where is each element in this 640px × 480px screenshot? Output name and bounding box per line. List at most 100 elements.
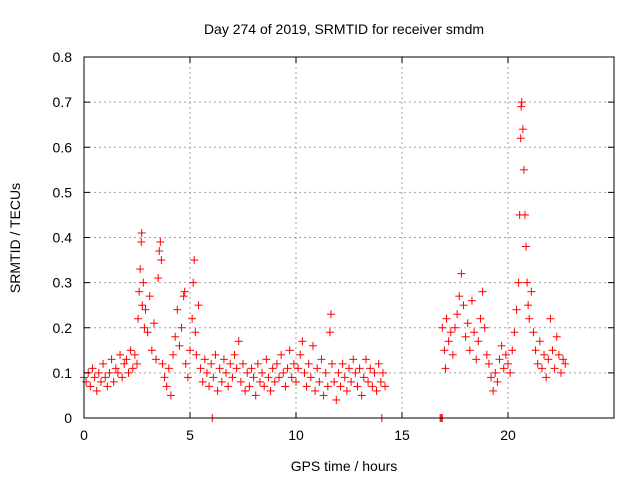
data-point	[268, 364, 277, 373]
data-point	[285, 346, 294, 355]
data-point	[319, 391, 328, 400]
data-point	[522, 242, 531, 251]
data-point	[516, 134, 525, 143]
x-tick-label: 15	[394, 427, 410, 443]
data-point	[137, 228, 146, 237]
data-point	[463, 319, 472, 328]
data-point	[166, 391, 175, 400]
data-point	[283, 364, 292, 373]
data-point	[493, 377, 502, 386]
data-point	[467, 296, 476, 305]
data-point	[138, 301, 147, 310]
data-point	[455, 292, 464, 301]
data-point	[157, 256, 166, 265]
y-axis-label: SRMTID / TECUs	[7, 183, 23, 293]
data-point	[355, 364, 364, 373]
data-point	[557, 368, 565, 377]
data-point	[550, 364, 559, 373]
data-point	[94, 368, 103, 377]
data-point	[140, 323, 149, 332]
data-point	[289, 359, 298, 368]
data-point	[152, 355, 161, 364]
data-point	[338, 359, 347, 368]
data-point	[540, 350, 549, 359]
data-point	[438, 323, 447, 332]
data-point	[499, 364, 508, 373]
data-point	[162, 382, 171, 391]
data-point	[101, 373, 110, 382]
data-point	[181, 359, 190, 368]
data-point	[128, 364, 137, 373]
x-tick-label: 5	[186, 427, 194, 443]
data-point	[196, 364, 205, 373]
data-point	[228, 373, 237, 382]
data-point	[524, 301, 533, 310]
data-point	[194, 301, 203, 310]
data-point	[484, 359, 493, 368]
data-point	[559, 355, 568, 364]
data-point	[357, 391, 366, 400]
data-point	[298, 337, 307, 346]
data-point	[191, 328, 200, 337]
data-point	[124, 368, 133, 377]
data-point	[211, 350, 220, 359]
data-point	[504, 359, 512, 368]
data-point	[461, 332, 470, 341]
data-point	[517, 102, 526, 111]
y-tick-label: 0.4	[53, 230, 73, 246]
data-point	[446, 328, 455, 337]
data-point	[376, 377, 385, 386]
data-point	[173, 305, 182, 314]
data-point	[149, 319, 158, 328]
data-point	[243, 368, 252, 377]
data-point	[143, 328, 152, 337]
data-point	[241, 386, 250, 395]
data-point	[272, 359, 281, 368]
data-point	[330, 377, 339, 386]
data-point	[514, 278, 523, 287]
y-tick-label: 0	[64, 410, 72, 426]
data-point	[183, 373, 192, 382]
data-point	[186, 346, 194, 355]
data-point	[353, 382, 362, 391]
data-point	[137, 238, 146, 247]
data-point	[351, 368, 360, 377]
data-point	[517, 98, 526, 107]
data-point	[370, 368, 379, 377]
data-point	[164, 364, 173, 373]
data-point	[92, 386, 101, 395]
data-point	[141, 305, 150, 314]
data-point	[234, 337, 243, 346]
data-point	[497, 341, 506, 350]
data-point	[300, 368, 309, 377]
data-point	[459, 301, 468, 310]
data-point	[465, 346, 474, 355]
data-point	[219, 355, 228, 364]
data-point	[86, 382, 95, 391]
data-point	[364, 377, 373, 386]
data-point	[561, 359, 570, 368]
data-point	[321, 368, 330, 377]
data-point	[105, 368, 114, 377]
data-point	[262, 355, 271, 364]
data-point	[236, 377, 245, 386]
data-point	[109, 377, 118, 386]
data-point	[145, 292, 154, 301]
data-point	[190, 256, 199, 265]
data-point	[260, 382, 269, 391]
data-point	[275, 373, 284, 382]
x-tick-label: 10	[288, 427, 304, 443]
data-point	[332, 395, 341, 404]
data-point	[277, 350, 286, 359]
data-point	[232, 364, 241, 373]
data-point	[520, 210, 529, 219]
data-point	[155, 247, 164, 256]
data-point	[317, 355, 326, 364]
data-point	[247, 364, 256, 373]
data-point	[230, 350, 239, 359]
data-point	[345, 364, 353, 373]
data-point	[495, 355, 504, 364]
y-tick-label: 0.8	[53, 49, 73, 65]
data-point	[215, 364, 224, 373]
